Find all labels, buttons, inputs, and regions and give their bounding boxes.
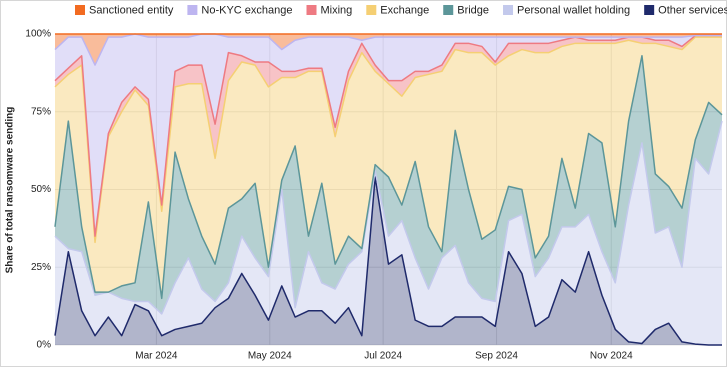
area-line bbox=[54, 34, 722, 237]
legend-swatch bbox=[75, 5, 85, 15]
legend-label: Bridge bbox=[457, 4, 489, 16]
legend-label: Exchange bbox=[380, 4, 429, 16]
legend-swatch bbox=[187, 5, 198, 15]
legend-swatch bbox=[306, 5, 317, 15]
x-tick-label: Mar 2024 bbox=[135, 351, 178, 362]
x-tick-label: Nov 2024 bbox=[590, 351, 633, 362]
area-lines bbox=[54, 33, 723, 346]
y-tick-label: 50% bbox=[31, 184, 51, 195]
legend-label: No-KYC exchange bbox=[201, 4, 292, 16]
area-line bbox=[54, 36, 722, 244]
legend-label: Personal wallet holding bbox=[517, 4, 630, 16]
x-tick-label: Jul 2024 bbox=[364, 351, 402, 362]
legend-swatch bbox=[443, 5, 454, 15]
legend-swatch bbox=[366, 5, 377, 15]
y-tick-label: 75% bbox=[31, 106, 51, 117]
area-line bbox=[54, 120, 723, 315]
legend-label: Sanctioned entity bbox=[89, 4, 174, 16]
area bbox=[55, 121, 722, 345]
x-tick-label: May 2024 bbox=[248, 351, 292, 362]
legend-swatch bbox=[503, 5, 514, 15]
y-tick-label: 100% bbox=[25, 29, 51, 40]
x-tick-label: Sep 2024 bbox=[475, 351, 518, 362]
area-line bbox=[54, 33, 722, 66]
y-axis-label: Share of total ransomware sending bbox=[5, 107, 16, 274]
legend-swatch bbox=[644, 5, 655, 15]
area-line bbox=[54, 55, 723, 300]
y-tick-label: 25% bbox=[31, 262, 51, 273]
y-tick-label: 0% bbox=[37, 340, 52, 351]
legend-label: Mixing bbox=[321, 4, 353, 16]
legend-label: Other services bbox=[658, 4, 727, 16]
area bbox=[55, 55, 722, 314]
area-line bbox=[54, 176, 722, 346]
